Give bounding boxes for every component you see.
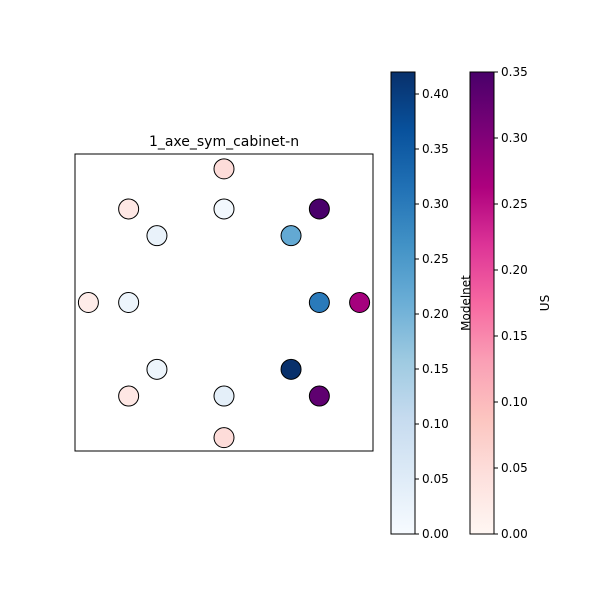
colorbar-tick-label: 0.35 (501, 65, 528, 79)
colorbar-tick-label: 0.10 (422, 417, 449, 431)
scatter-point-10 (146, 358, 168, 380)
colorbar-tick-label: 0.05 (422, 472, 449, 486)
colorbar-tick-label: 0.20 (422, 307, 449, 321)
scatter-point-6 (77, 292, 99, 313)
scatter-point-12 (118, 385, 140, 407)
colorbar-tick-label: 0.10 (501, 395, 528, 409)
scatter-point-0 (213, 158, 235, 180)
scatter-point-3 (308, 198, 330, 220)
colorbar-tick-label: 0.15 (501, 329, 528, 343)
scatter-point-2 (213, 198, 235, 220)
colorbar-tick-label: 0.05 (501, 461, 528, 475)
colorbar-tick-label: 0.25 (422, 252, 449, 266)
colorbar-tick-label: 0.00 (422, 527, 449, 541)
scatter-point-7 (118, 292, 140, 313)
colorbars: 0.000.050.100.150.200.250.300.350.40Mode… (390, 65, 552, 541)
scatter-points (77, 158, 371, 449)
scatter-point-8 (308, 292, 330, 313)
plot-area (74, 153, 374, 452)
scatter-point-15 (213, 427, 235, 449)
colorbar-modelnet (390, 71, 416, 535)
scatter-point-11 (280, 358, 302, 380)
colorbar-tick-label: 0.30 (422, 197, 449, 211)
chart-title: 1_axe_sym_cabinet-n (149, 134, 299, 150)
scatter-point-13 (213, 385, 235, 407)
colorbar-tick-label: 0.40 (422, 87, 449, 101)
colorbar-tick-label: 0.15 (422, 362, 449, 376)
scatter-point-5 (280, 225, 302, 247)
colorbar-tick-label: 0.30 (501, 131, 528, 145)
scatter-point-1 (118, 198, 140, 220)
colorbar-us (469, 71, 495, 535)
scatter-point-14 (308, 385, 330, 407)
colorbar-tick-label: 0.25 (501, 197, 528, 211)
scatter-point-9 (349, 292, 371, 313)
colorbar-label: US (538, 295, 552, 311)
colorbar-tick-label: 0.35 (422, 142, 449, 156)
scatter-point-4 (146, 225, 168, 247)
colorbar-tick-label: 0.00 (501, 527, 528, 541)
colorbar-tick-label: 0.20 (501, 263, 528, 277)
